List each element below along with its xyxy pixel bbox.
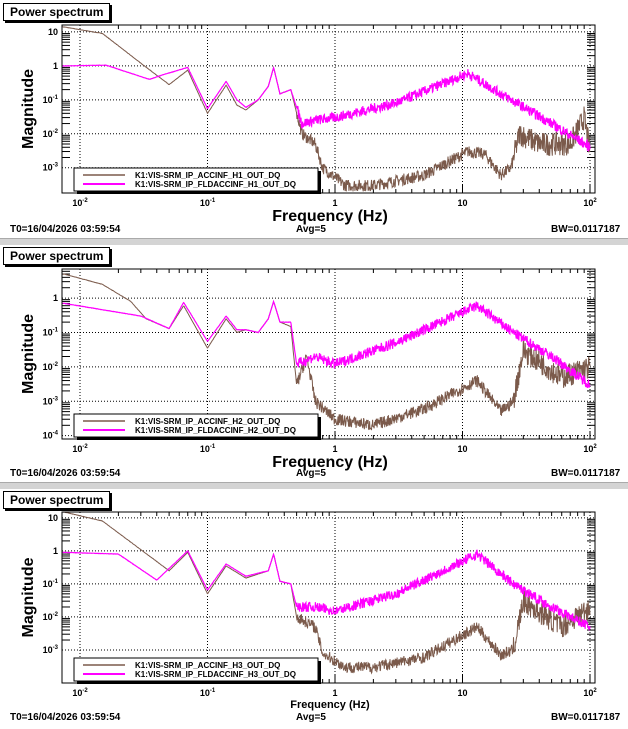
legend-label: K1:VIS-SRM_IP_ACCINF_H2_OUT_DQ [135,417,280,426]
y-tick-label: 10-3 [43,645,59,655]
series-line-acc [62,26,591,192]
legend-label: K1:VIS-SRM_IP_FLDACCINF_H2_OUT_DQ [135,426,296,435]
y-tick-label: 1 [53,61,58,71]
footer-bw: BW=0.0117187 [551,712,621,723]
x-tick-label: 10-1 [200,444,216,454]
y-tick-label: 10-2 [43,612,59,622]
panel-title: Power spectrum [3,491,111,509]
series-line-fld [62,64,591,152]
x-tick-label: 102 [583,688,597,698]
footer-t0: T0=16/04/2026 03:59:54 [10,468,121,479]
y-tick-label: 10-1 [43,95,59,105]
x-axis-label: Frequency (Hz) [272,208,388,225]
x-tick-label: 10-2 [72,444,88,454]
y-tick-label: 10 [48,513,58,523]
plot-frame [61,511,596,684]
series-line-fld [62,299,591,389]
footer-avg: Avg=5 [296,468,326,479]
y-tick-label: 10 [48,27,58,37]
x-tick-label: 10-1 [200,688,216,698]
legend-box [73,657,319,682]
x-tick-label: 10 [457,198,467,208]
y-axis-label: Magnitude [20,69,37,149]
series-line-fld [62,549,591,632]
x-axis-label: Frequency (Hz) [272,454,388,471]
spectrum-panel-3: Power spectrum 10-2 10-1 1 10 102 10 1 10-1 10-2 1… [0,488,628,726]
x-axis-label: Frequency (Hz) [290,699,370,711]
plot-frame [61,268,596,440]
x-tick-label: 1 [332,688,337,698]
x-tick-label: 10-2 [72,688,88,698]
footer-t0: T0=16/04/2026 03:59:54 [10,224,121,235]
x-tick-label: 10 [457,688,467,698]
legend-label: K1:VIS-SRM_IP_ACCINF_H3_OUT_DQ [135,661,280,670]
panel-title: Power spectrum [3,3,111,21]
panel-title: Power spectrum [3,247,111,265]
panel-separator [0,238,628,245]
footer-avg: Avg=5 [296,224,326,235]
x-tick-label: 102 [583,444,597,454]
x-tick-label: 1 [332,444,337,454]
x-tick-label: 1 [332,198,337,208]
spectrum-plot: 10-2 10-1 1 10 102 1 10-1 10-2 10-3 10-4 K1:VIS-SR… [20,268,597,471]
spectrum-panel-1: Power spectrum 10-2 10-1 1 10 102 10 1 10-1 10-2 1… [0,0,628,238]
y-tick-label: 10-2 [43,362,59,372]
legend-box [73,413,319,438]
y-tick-label: 10-1 [43,579,59,589]
y-tick-label: 10-3 [43,163,59,173]
legend-label: K1:VIS-SRM_IP_FLDACCINF_H1_OUT_DQ [135,180,296,189]
spectrum-panel-2: Power spectrum 10-2 10-1 1 10 102 1 10-1 10-2 10-… [0,244,628,482]
footer-bw: BW=0.0117187 [551,224,621,235]
legend-label: K1:VIS-SRM_IP_FLDACCINF_H3_OUT_DQ [135,670,296,679]
plot-frame [61,24,596,194]
panel-separator [0,482,628,489]
spectrum-plot: 10-2 10-1 1 10 102 10 1 10-1 10-2 10-3 K1:VIS-SRM_… [20,24,597,225]
y-axis-label: Magnitude [20,314,37,394]
x-tick-label: 10-2 [72,198,88,208]
footer-t0: T0=16/04/2026 03:59:54 [10,712,121,723]
series-line-acc [62,273,591,431]
spectrum-plot: 10-2 10-1 1 10 102 10 1 10-1 10-2 10-3 K1:VIS-SRM_… [20,511,597,711]
footer-avg: Avg=5 [296,712,326,723]
y-tick-label: 10-2 [43,129,59,139]
y-tick-label: 10-3 [43,396,59,406]
legend-label: K1:VIS-SRM_IP_ACCINF_H1_OUT_DQ [135,171,280,180]
series-line-acc [62,511,591,675]
y-tick-label: 10-4 [43,431,59,441]
footer-bw: BW=0.0117187 [551,468,621,479]
y-tick-label: 1 [53,293,58,303]
y-axis-label: Magnitude [20,557,37,637]
x-tick-label: 10-1 [200,198,216,208]
y-tick-label: 10-1 [43,327,59,337]
x-tick-label: 10 [457,444,467,454]
y-tick-label: 1 [53,546,58,556]
x-tick-label: 102 [583,198,597,208]
legend-box [73,167,319,192]
